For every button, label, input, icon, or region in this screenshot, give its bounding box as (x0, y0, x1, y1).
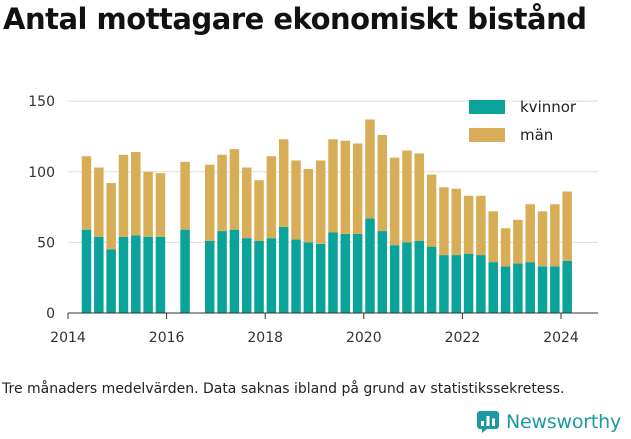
bar-kvinnor (155, 236, 166, 313)
bar-man (217, 154, 227, 232)
bar-kvinnor (328, 232, 338, 313)
x-tick-label: 2024 (543, 330, 579, 346)
axes: 0 50 100 150 2014 2016 2018 2020 2022 2024 (28, 94, 598, 346)
bar-man (278, 139, 289, 227)
bar-man (525, 204, 535, 263)
legend-label: män (520, 126, 553, 144)
bar-man (513, 219, 523, 264)
bar-kvinnor (414, 240, 425, 313)
bar-kvinnor (217, 231, 227, 313)
bar-man (500, 228, 511, 267)
bar-kvinnor (513, 263, 523, 313)
bar-man (439, 187, 449, 256)
bar-man (291, 160, 301, 240)
bar-kvinnor (143, 236, 153, 313)
bar-kvinnor (204, 240, 215, 313)
legend: kvinnor män (469, 98, 577, 144)
bar-kvinnor (81, 229, 92, 313)
bar-man (94, 167, 104, 237)
y-tick-label: 100 (28, 165, 55, 181)
bar-kvinnor (562, 260, 572, 313)
newsworthy-logo-icon (477, 411, 499, 433)
bar-kvinnor (500, 266, 511, 313)
bar-kvinnor (229, 229, 240, 313)
bar-kvinnor (254, 240, 264, 313)
bar-man (389, 157, 400, 246)
bar-man (241, 167, 252, 239)
bar-man (426, 174, 437, 247)
bar-man (365, 119, 375, 219)
bar-man (155, 173, 166, 237)
bar-man (328, 139, 338, 233)
y-tick-label: 50 (37, 235, 55, 251)
bar-kvinnor (550, 266, 560, 313)
bar-kvinnor (106, 249, 116, 313)
bar-man (488, 211, 498, 263)
legend-swatch (469, 128, 505, 142)
bar-man (204, 164, 215, 241)
bar-man (180, 161, 190, 230)
bar-kvinnor (402, 242, 412, 313)
bar-kvinnor (315, 243, 326, 313)
bar-man (352, 143, 363, 234)
bar-kvinnor (94, 236, 104, 313)
bar-man (476, 195, 486, 256)
bars (81, 119, 572, 313)
bar-kvinnor (525, 262, 535, 313)
bar-man (340, 140, 351, 234)
bar-man (463, 195, 474, 254)
x-tick-label: 2018 (247, 330, 283, 346)
bar-kvinnor (340, 233, 351, 313)
bar-man (550, 204, 560, 267)
bar-man (131, 151, 141, 236)
bar-kvinnor (303, 242, 314, 313)
bar-kvinnor (266, 238, 277, 313)
bar-man (81, 156, 92, 230)
x-tick-label: 2014 (50, 330, 86, 346)
bar-man (315, 160, 326, 244)
bar-kvinnor (365, 218, 375, 313)
bar-kvinnor (131, 235, 141, 313)
bar-kvinnor (463, 253, 474, 313)
bar-man (414, 153, 425, 241)
y-tick-label: 150 (28, 94, 55, 110)
bar-man (143, 171, 153, 237)
y-tick-label: 0 (46, 306, 55, 322)
bar-kvinnor (118, 236, 129, 313)
bar-man (402, 150, 412, 243)
bar-kvinnor (180, 229, 190, 313)
bar-kvinnor (537, 266, 548, 313)
stacked-bar-chart: 0 50 100 150 2014 2016 2018 2020 2022 2024 kvinno… (28, 94, 598, 346)
legend-label: kvinnor (520, 98, 577, 116)
bar-kvinnor (426, 246, 437, 313)
x-tick-label: 2022 (445, 330, 481, 346)
bar-kvinnor (439, 255, 449, 313)
bar-man (562, 191, 572, 261)
bar-man (266, 156, 277, 239)
chart-title: Antal mottagare ekonomiskt bistånd (3, 2, 587, 36)
bar-kvinnor (377, 231, 388, 313)
bar-kvinnor (241, 238, 252, 313)
brand-logo: Newsworthy (476, 410, 621, 434)
legend-swatch (469, 100, 505, 114)
bar-kvinnor (352, 233, 363, 313)
bar-kvinnor (291, 239, 301, 313)
bar-kvinnor (476, 255, 486, 313)
footnote: Tre månaders medelvärden. Data saknas ib… (2, 381, 565, 397)
x-tick-label: 2020 (346, 330, 382, 346)
bar-man (377, 135, 388, 232)
bar-man (229, 149, 240, 230)
brand-name: Newsworthy (506, 411, 622, 433)
bar-kvinnor (389, 245, 400, 313)
bar-man (254, 180, 264, 241)
bar-man (537, 211, 548, 267)
x-tick-label: 2016 (149, 330, 185, 346)
bar-kvinnor (278, 226, 289, 313)
bar-man (303, 168, 314, 243)
bar-man (118, 154, 129, 237)
bar-man (451, 188, 462, 256)
bar-kvinnor (488, 262, 498, 313)
bar-kvinnor (451, 255, 462, 313)
bar-man (106, 183, 116, 250)
